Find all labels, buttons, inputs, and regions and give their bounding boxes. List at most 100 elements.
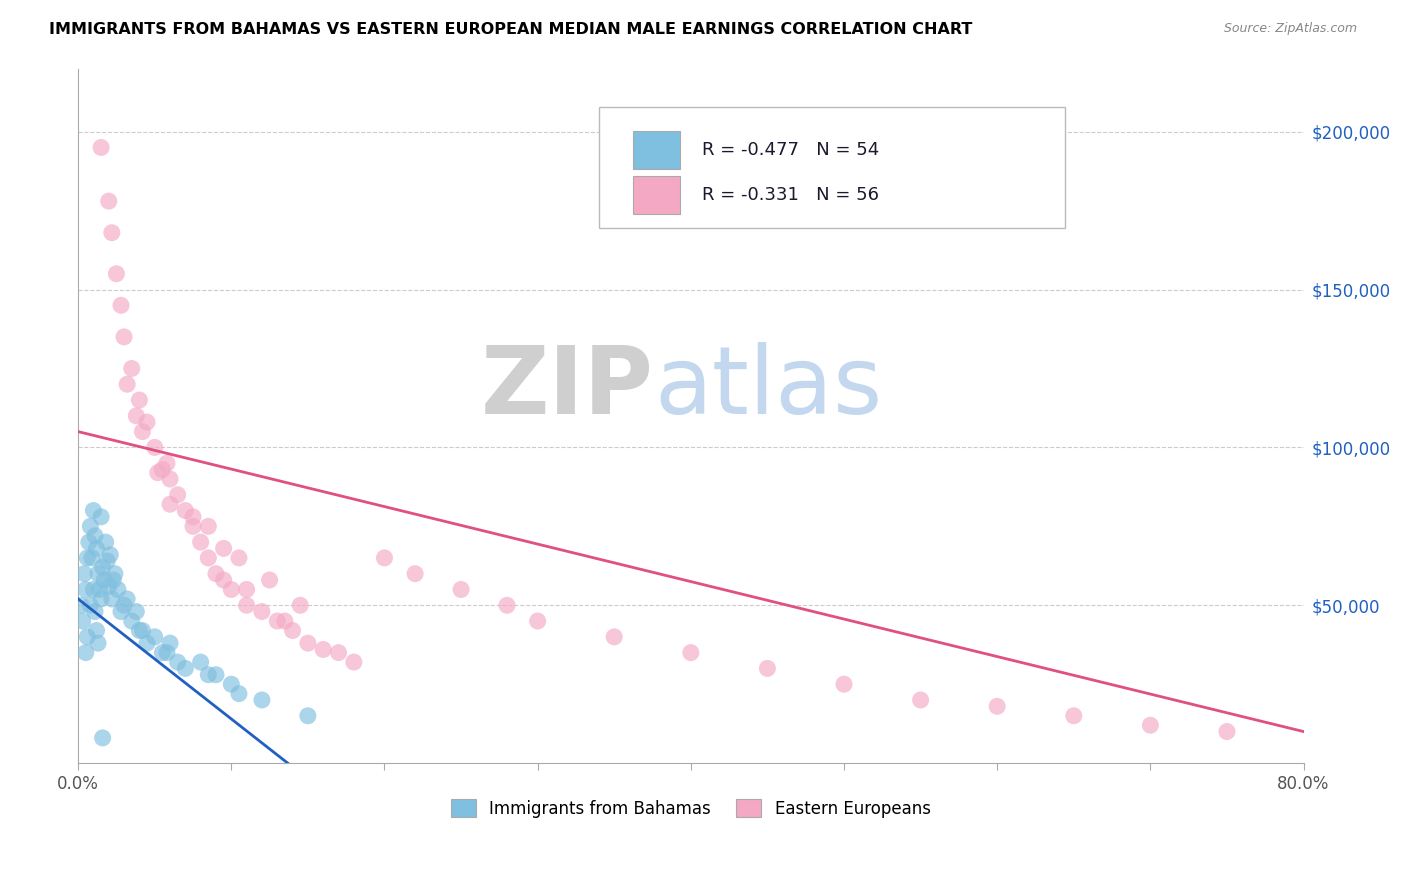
Point — [228, 687, 250, 701]
Point — [156, 646, 179, 660]
Point — [212, 573, 235, 587]
Point — [91, 560, 114, 574]
Point — [281, 624, 304, 638]
Point — [228, 550, 250, 565]
Point — [259, 573, 281, 587]
Text: R = -0.331   N = 56: R = -0.331 N = 56 — [702, 186, 879, 204]
Point — [121, 614, 143, 628]
Point — [343, 655, 366, 669]
Point — [146, 466, 169, 480]
Point — [73, 566, 96, 581]
Point — [91, 731, 114, 745]
Point — [86, 541, 108, 556]
Point — [90, 509, 112, 524]
Point — [72, 614, 94, 628]
Text: atlas: atlas — [654, 342, 883, 434]
Point — [328, 646, 350, 660]
Point — [266, 614, 288, 628]
Point — [159, 636, 181, 650]
FancyBboxPatch shape — [633, 131, 679, 169]
Point — [166, 655, 188, 669]
Point — [297, 636, 319, 650]
Point — [156, 456, 179, 470]
Point — [986, 699, 1008, 714]
Point — [110, 298, 132, 312]
FancyBboxPatch shape — [633, 177, 679, 214]
Point — [159, 472, 181, 486]
Point — [235, 582, 257, 597]
Point — [174, 503, 197, 517]
Legend: Immigrants from Bahamas, Eastern Europeans: Immigrants from Bahamas, Eastern Europea… — [444, 793, 938, 824]
Point — [221, 677, 243, 691]
Point — [250, 605, 273, 619]
Point — [197, 519, 219, 533]
Point — [125, 409, 148, 423]
Point — [1216, 724, 1239, 739]
Point — [181, 519, 204, 533]
Point — [75, 582, 97, 597]
Point — [159, 497, 181, 511]
Point — [90, 140, 112, 154]
Point — [679, 646, 702, 660]
Point — [910, 693, 932, 707]
Point — [205, 667, 228, 681]
Point — [87, 636, 110, 650]
Point — [101, 226, 124, 240]
Text: R = -0.477   N = 54: R = -0.477 N = 54 — [702, 141, 879, 159]
Point — [181, 509, 204, 524]
Point — [404, 566, 426, 581]
Point — [125, 605, 148, 619]
Point — [1063, 708, 1085, 723]
Point — [143, 441, 166, 455]
Point — [290, 599, 312, 613]
Point — [832, 677, 855, 691]
Point — [526, 614, 548, 628]
Point — [166, 488, 188, 502]
Point — [174, 661, 197, 675]
Point — [70, 599, 93, 613]
Point — [98, 548, 121, 562]
Point — [131, 425, 153, 439]
Point — [756, 661, 779, 675]
Point — [136, 636, 159, 650]
Point — [205, 566, 228, 581]
Point — [143, 630, 166, 644]
Point — [101, 591, 124, 606]
Point — [79, 599, 101, 613]
Point — [150, 462, 173, 476]
Point — [112, 599, 135, 613]
Point — [84, 605, 107, 619]
Point — [250, 693, 273, 707]
Point — [115, 377, 138, 392]
Point — [97, 579, 120, 593]
Point — [197, 550, 219, 565]
Point — [603, 630, 626, 644]
Point — [197, 667, 219, 681]
Point — [82, 582, 104, 597]
FancyBboxPatch shape — [599, 107, 1064, 228]
Point — [312, 642, 335, 657]
Point — [373, 550, 395, 565]
Point — [93, 573, 115, 587]
Point — [212, 541, 235, 556]
Point — [128, 392, 150, 407]
Point — [76, 630, 98, 644]
Point — [105, 267, 128, 281]
Point — [97, 194, 120, 208]
Point — [112, 330, 135, 344]
Point — [94, 535, 117, 549]
Point — [110, 605, 132, 619]
Point — [297, 708, 319, 723]
Text: Source: ZipAtlas.com: Source: ZipAtlas.com — [1223, 22, 1357, 36]
Text: IMMIGRANTS FROM BAHAMAS VS EASTERN EUROPEAN MEDIAN MALE EARNINGS CORRELATION CHA: IMMIGRANTS FROM BAHAMAS VS EASTERN EUROP… — [49, 22, 973, 37]
Point — [190, 535, 212, 549]
Point — [103, 573, 125, 587]
Point — [80, 550, 103, 565]
Point — [87, 566, 110, 581]
Point — [190, 655, 212, 669]
Point — [131, 624, 153, 638]
Point — [104, 566, 127, 581]
Text: ZIP: ZIP — [481, 342, 654, 434]
Point — [79, 519, 101, 533]
Point — [76, 550, 98, 565]
